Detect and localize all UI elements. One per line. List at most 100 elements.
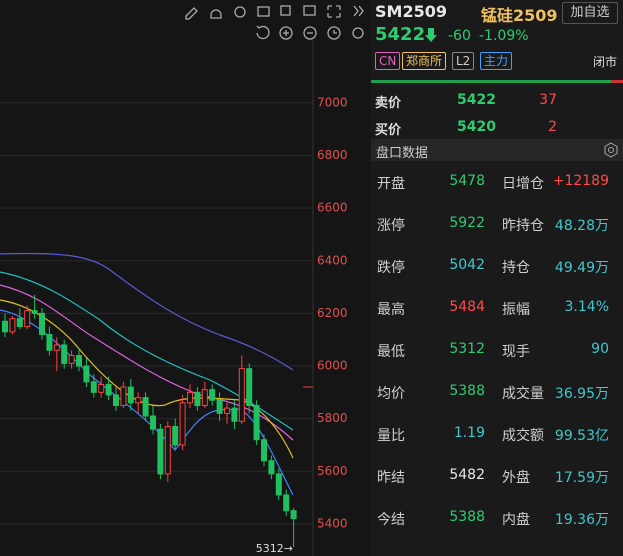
stat-label: 外盘	[502, 470, 530, 486]
y-tick-label: 5800	[317, 411, 348, 425]
candle-body	[201, 389, 208, 406]
candle-body	[39, 312, 45, 335]
stat-value: 36.95万	[554, 386, 609, 402]
y-tick-label: 6400	[317, 253, 348, 267]
stat-label: 最低	[377, 344, 405, 360]
book-volume: 37	[539, 92, 557, 108]
candle-body	[31, 310, 38, 314]
y-tick-label: 6200	[317, 306, 348, 320]
tag: L2	[452, 52, 475, 70]
candle-body	[164, 426, 171, 475]
candle-body	[268, 460, 275, 475]
kline-chart: 7000 6800 6600 6400 6200 6000 5800 5600 5400 531…	[0, 5, 364, 556]
stat-value: 5388	[449, 383, 485, 399]
stat-label: 成交额	[502, 428, 544, 444]
stat-label: 今结	[377, 512, 405, 528]
stat-label: 昨结	[377, 470, 405, 486]
stat-label: 昨持仓	[502, 218, 544, 234]
y-tick-label: 6600	[317, 201, 348, 215]
candle-body	[275, 473, 282, 496]
candle-body	[127, 386, 134, 404]
book-label: 卖价	[375, 96, 402, 111]
stat-value: 5388	[449, 509, 485, 525]
stat-label: 日增仓	[502, 176, 544, 192]
book-price: 5422	[457, 92, 496, 108]
candle-body	[142, 397, 149, 417]
book-price: 5420	[457, 119, 496, 135]
stat-label: 开盘	[377, 176, 405, 192]
candle-body	[61, 344, 68, 364]
candle-body	[68, 354, 75, 364]
y-tick-label: 6000	[317, 359, 348, 373]
stat-label: 量比	[377, 428, 405, 444]
candle-body	[9, 318, 16, 333]
candle-body	[261, 439, 267, 462]
tag: 主力	[480, 52, 513, 70]
stat-label: 跌停	[377, 260, 405, 276]
candle-body	[150, 415, 156, 430]
stat-value: 48.28万	[554, 218, 609, 234]
price-change: -60	[448, 28, 471, 44]
y-tick-label: 5600	[317, 464, 348, 478]
candle-body	[238, 368, 245, 422]
bar	[371, 80, 611, 83]
stat-value: 1.19	[453, 425, 485, 441]
candle-body	[290, 510, 297, 520]
candle-body	[135, 397, 142, 404]
candle-body	[283, 494, 290, 512]
stat-value: 5312	[449, 341, 485, 357]
candle-body	[46, 333, 53, 351]
stat-value: 5482	[449, 467, 485, 483]
candle-body	[53, 344, 60, 351]
candle-body	[98, 383, 105, 393]
section-header	[371, 139, 623, 161]
candle-body	[246, 368, 253, 406]
book-volume: 2	[548, 119, 557, 135]
candle-body	[224, 407, 230, 414]
stat-value: 17.59万	[554, 470, 609, 486]
candle-body	[216, 399, 223, 414]
stat-label: 涨停	[377, 218, 405, 234]
tag: 郑商所	[402, 52, 447, 70]
candle-body	[120, 386, 127, 406]
toolbar-icons	[185, 5, 364, 40]
candle-body	[157, 428, 164, 475]
market-status: 闭市	[593, 55, 618, 69]
add-watchlist-button[interactable]: 加自选	[562, 2, 618, 24]
candle-body	[16, 318, 23, 328]
y-tick-label: 5400	[317, 516, 348, 530]
candle-body	[76, 354, 82, 367]
y-tick-label: 6800	[317, 148, 348, 162]
percent-change: -1.09%	[479, 28, 529, 44]
stat-label: 现手	[502, 344, 530, 360]
settings-icon[interactable]	[603, 142, 619, 158]
stat-value: 5484	[449, 299, 485, 315]
stat-value: 3.14%	[564, 299, 609, 315]
book-label: 买价	[375, 123, 402, 138]
bar	[611, 80, 623, 83]
candle-body	[24, 310, 31, 328]
stat-label: 振幅	[502, 302, 530, 318]
contract-name: 锰硅2509	[481, 6, 558, 25]
candle-body	[231, 407, 238, 422]
candle-body	[113, 394, 119, 406]
stat-value: 99.53亿	[554, 428, 609, 444]
candle-body	[187, 391, 193, 404]
candle-body	[172, 426, 179, 446]
last-price: 5422	[375, 24, 426, 45]
low-label: 5312→	[256, 542, 293, 555]
stat-value: 49.49万	[554, 260, 609, 276]
stat-label: 均价	[377, 386, 405, 402]
candle-body	[83, 365, 90, 383]
stat-label: 成交量	[502, 386, 544, 402]
candle-body	[194, 391, 201, 406]
stat-value: +12189	[552, 173, 609, 189]
stat-value: 19.36万	[554, 512, 609, 528]
candle-body	[209, 389, 216, 401]
section-title: 盘口数据	[376, 146, 429, 161]
contract-code: SM2509	[375, 2, 447, 21]
stat-label: 最高	[377, 302, 405, 318]
y-tick-label: 7000	[317, 95, 348, 109]
tag: CN	[375, 52, 401, 70]
